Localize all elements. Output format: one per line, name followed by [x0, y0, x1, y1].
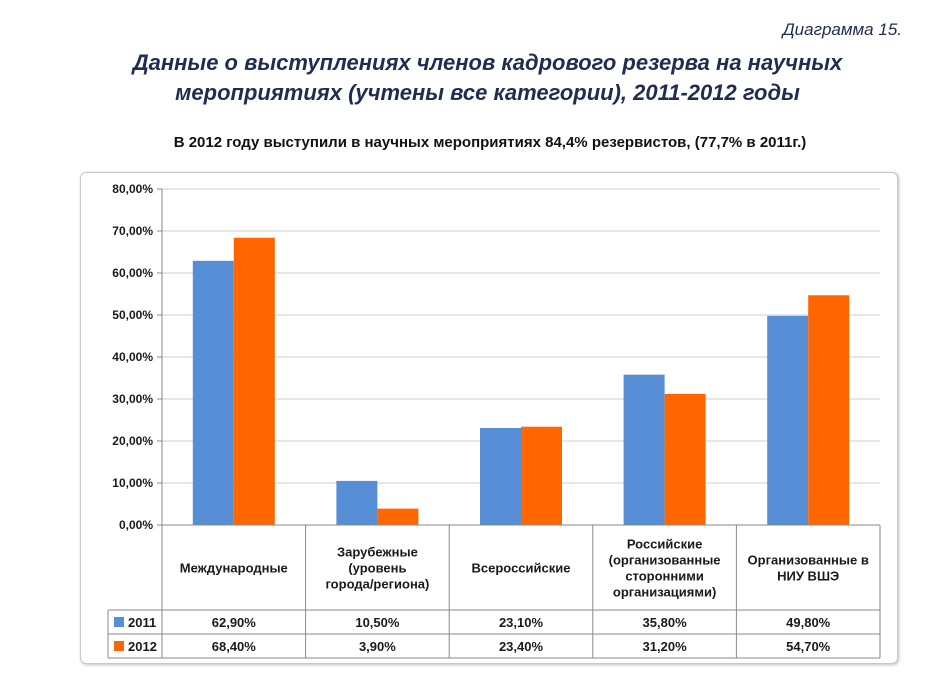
category-label: Организованные в	[748, 553, 869, 568]
data-label-2011: 49,80%	[786, 615, 831, 630]
category-label: Российские	[627, 537, 703, 552]
data-label-2011: 35,80%	[643, 615, 688, 630]
data-label-2012: 3,90%	[359, 639, 396, 654]
data-label-2012: 54,70%	[786, 639, 831, 654]
category-label: организациями)	[613, 585, 716, 600]
legend-label-2012: 2012	[128, 639, 157, 654]
data-label-2011: 10,50%	[355, 615, 400, 630]
legend-key-2011	[114, 617, 124, 627]
y-tick-label: 10,00%	[112, 476, 153, 490]
category-label: города/региона)	[325, 577, 429, 592]
y-tick-label: 60,00%	[112, 266, 153, 280]
chart-subtitle: В 2012 году выступили в научных мероприя…	[173, 134, 807, 151]
data-label-2012: 31,20%	[643, 639, 688, 654]
data-label-2012: 23,40%	[499, 639, 544, 654]
category-label: НИУ ВШЭ	[777, 569, 839, 584]
legend-key-2012	[114, 641, 124, 651]
bar-2012-1	[233, 237, 275, 525]
data-label-2012: 68,40%	[212, 639, 257, 654]
legend-label-2011: 2011	[128, 615, 156, 630]
bar-2012-2	[377, 508, 419, 525]
bar-2011-5	[767, 315, 809, 525]
chart-title: Данные о выступлениях членов кадрового р…	[0, 48, 950, 108]
diagram-label: Диаграмма 15.	[782, 20, 902, 39]
bar-2012-3	[521, 426, 562, 525]
bar-2012-5	[808, 295, 850, 525]
y-tick-label: 0,00%	[119, 518, 153, 532]
y-tick-label: 30,00%	[112, 392, 153, 406]
chart-title-line-1: Данные о выступлениях членов кадрового р…	[132, 50, 843, 75]
category-label: (организованные	[609, 553, 721, 568]
bar-2012-4	[664, 393, 706, 525]
bar-2011-4	[623, 374, 665, 525]
bar-2011-1	[192, 260, 234, 525]
category-label: (уровень	[348, 561, 406, 576]
data-label-2011: 23,10%	[499, 615, 544, 630]
category-label: Всероссийские	[472, 561, 571, 576]
category-label: сторонними	[625, 569, 704, 584]
chart-title-line-2: мероприятиях (учтены все категории), 201…	[175, 80, 800, 105]
y-tick-label: 40,00%	[112, 350, 153, 364]
y-tick-label: 70,00%	[112, 224, 153, 238]
y-tick-label: 50,00%	[112, 308, 153, 322]
category-label: Зарубежные	[337, 545, 418, 560]
data-label-2011: 62,90%	[212, 615, 257, 630]
y-tick-label: 20,00%	[112, 434, 153, 448]
y-tick-label: 80,00%	[112, 182, 153, 196]
category-label: Международные	[180, 561, 288, 576]
bar-2011-3	[480, 427, 521, 525]
bar-2011-2	[336, 480, 378, 525]
